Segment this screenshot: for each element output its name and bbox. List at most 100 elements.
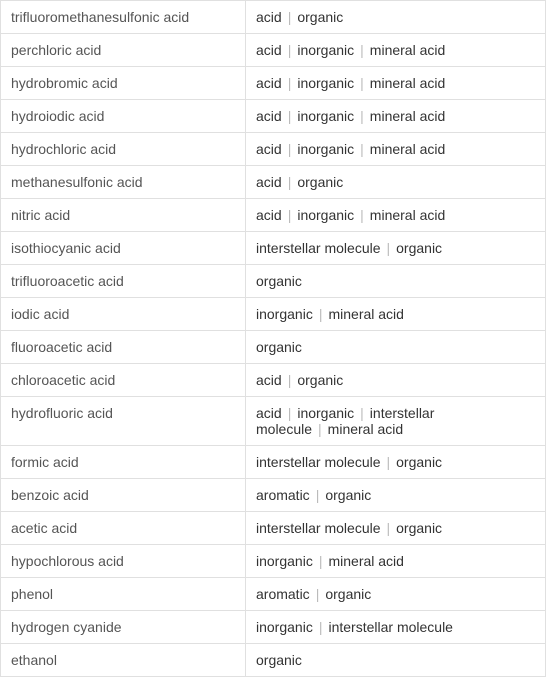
chemical-name: trifluoroacetic acid	[1, 265, 246, 298]
table-row: isothiocyanic acidinterstellar molecule|…	[1, 232, 546, 265]
chemical-tags: acid|inorganic|mineral acid	[246, 133, 546, 166]
tag: mineral acid	[370, 75, 445, 91]
tag: acid	[256, 372, 282, 388]
table-row: hydroiodic acidacid|inorganic|mineral ac…	[1, 100, 546, 133]
tag: organic	[325, 487, 371, 503]
chemical-tags: inorganic|interstellar molecule	[246, 611, 546, 644]
table-body: trifluoromethanesulfonic acid acid | organi…	[1, 1, 546, 677]
chemical-name: benzoic acid	[1, 479, 246, 512]
separator: |	[360, 405, 364, 421]
chemical-name: hydrobromic acid	[1, 67, 246, 100]
tag: inorganic	[256, 553, 313, 569]
chemical-tags: inorganic | mineral acid	[246, 545, 546, 578]
tag: acid	[256, 141, 282, 157]
chemical-name: phenol	[1, 578, 246, 611]
tag: acid	[256, 9, 282, 25]
tag: organic	[256, 273, 302, 289]
tag: organic	[297, 372, 343, 388]
chemical-tags: acid|inorganic|interstellar molecule|min…	[246, 397, 546, 446]
table-row: hypochlorous acid inorganic | mineral acid	[1, 545, 546, 578]
chemical-name: hypochlorous acid	[1, 545, 246, 578]
tag: acid	[256, 75, 282, 91]
separator: |	[360, 42, 364, 58]
table-row: nitric acid acid | inorganic | mineral acid	[1, 199, 546, 232]
chemical-tags: acid|inorganic|mineral acid	[246, 67, 546, 100]
separator: |	[360, 108, 364, 124]
chemical-tags: aromatic|organic	[246, 479, 546, 512]
separator: |	[288, 405, 292, 421]
chemical-tags: organic	[246, 265, 546, 298]
chemical-name: trifluoromethanesulfonic acid	[1, 1, 246, 34]
tag: inorganic	[297, 405, 354, 421]
chemical-table: trifluoromethanesulfonic acid acid | organi…	[0, 0, 546, 677]
tag: mineral acid	[328, 306, 403, 322]
tag: inorganic	[256, 619, 313, 635]
separator: |	[288, 42, 292, 58]
tag: organic	[396, 520, 442, 536]
tag: organic	[297, 9, 343, 25]
chemical-tags: acid | organic	[246, 1, 546, 34]
separator: |	[387, 454, 391, 470]
tag: interstellar molecule	[256, 520, 381, 536]
separator: |	[387, 520, 391, 536]
chemical-name: methanesulfonic acid	[1, 166, 246, 199]
chemical-tags: interstellar molecule | organic	[246, 446, 546, 479]
chemical-name: hydrochloric acid	[1, 133, 246, 166]
table-row: benzoic acidaromatic|organic	[1, 479, 546, 512]
separator: |	[288, 9, 292, 25]
separator: |	[360, 207, 364, 223]
separator: |	[319, 306, 323, 322]
tag: inorganic	[297, 75, 354, 91]
tag: acid	[256, 108, 282, 124]
chemical-name: nitric acid	[1, 199, 246, 232]
separator: |	[288, 174, 292, 190]
chemical-tags: aromatic | organic	[246, 578, 546, 611]
tag: aromatic	[256, 586, 310, 602]
tag: organic	[396, 454, 442, 470]
table-row: phenol aromatic | organic	[1, 578, 546, 611]
separator: |	[319, 619, 323, 635]
chemical-tags: acid | inorganic | mineral acid	[246, 199, 546, 232]
chemical-name: hydroiodic acid	[1, 100, 246, 133]
tag: interstellar molecule	[256, 454, 381, 470]
table-row: acetic acidinterstellar molecule|organic	[1, 512, 546, 545]
tag: inorganic	[256, 306, 313, 322]
table-row: hydrofluoric acidacid|inorganic|interste…	[1, 397, 546, 446]
separator: |	[316, 487, 320, 503]
chemical-tags: inorganic | mineral acid	[246, 298, 546, 331]
chemical-name: fluoroacetic acid	[1, 331, 246, 364]
table-row: perchloric acidacid|inorganic|mineral ac…	[1, 34, 546, 67]
chemical-name: formic acid	[1, 446, 246, 479]
separator: |	[288, 372, 292, 388]
tag: acid	[256, 174, 282, 190]
tag: acid	[256, 405, 282, 421]
tag: organic	[325, 586, 371, 602]
tag: inorganic	[297, 207, 354, 223]
table-row: formic acid interstellar molecule | organic	[1, 446, 546, 479]
table-row: methanesulfonic acid acid | organic	[1, 166, 546, 199]
tag: acid	[256, 207, 282, 223]
tag: mineral acid	[370, 42, 445, 58]
tag: organic	[256, 339, 302, 355]
separator: |	[319, 553, 323, 569]
tag: mineral acid	[328, 421, 403, 437]
table-row: trifluoromethanesulfonic acid acid | organi…	[1, 1, 546, 34]
chemical-tags: acid|inorganic|mineral acid	[246, 100, 546, 133]
table-row: ethanol organic	[1, 644, 546, 677]
chemical-tags: interstellar molecule | organic	[246, 512, 546, 545]
separator: |	[288, 207, 292, 223]
chemical-name: chloroacetic acid	[1, 364, 246, 397]
table-row: iodic acidinorganic|mineral acid	[1, 298, 546, 331]
chemical-name: perchloric acid	[1, 34, 246, 67]
tag: mineral acid	[370, 108, 445, 124]
tag: organic	[297, 174, 343, 190]
separator: |	[288, 75, 292, 91]
table-row: trifluoroacetic acid organic	[1, 265, 546, 298]
chemical-name: ethanol	[1, 644, 246, 677]
separator: |	[316, 586, 320, 602]
tag: mineral acid	[328, 553, 403, 569]
tag: organic	[256, 652, 302, 668]
tag: mineral acid	[370, 207, 445, 223]
separator: |	[387, 240, 391, 256]
table-row: hydrochloric acidacid|inorganic|mineral …	[1, 133, 546, 166]
